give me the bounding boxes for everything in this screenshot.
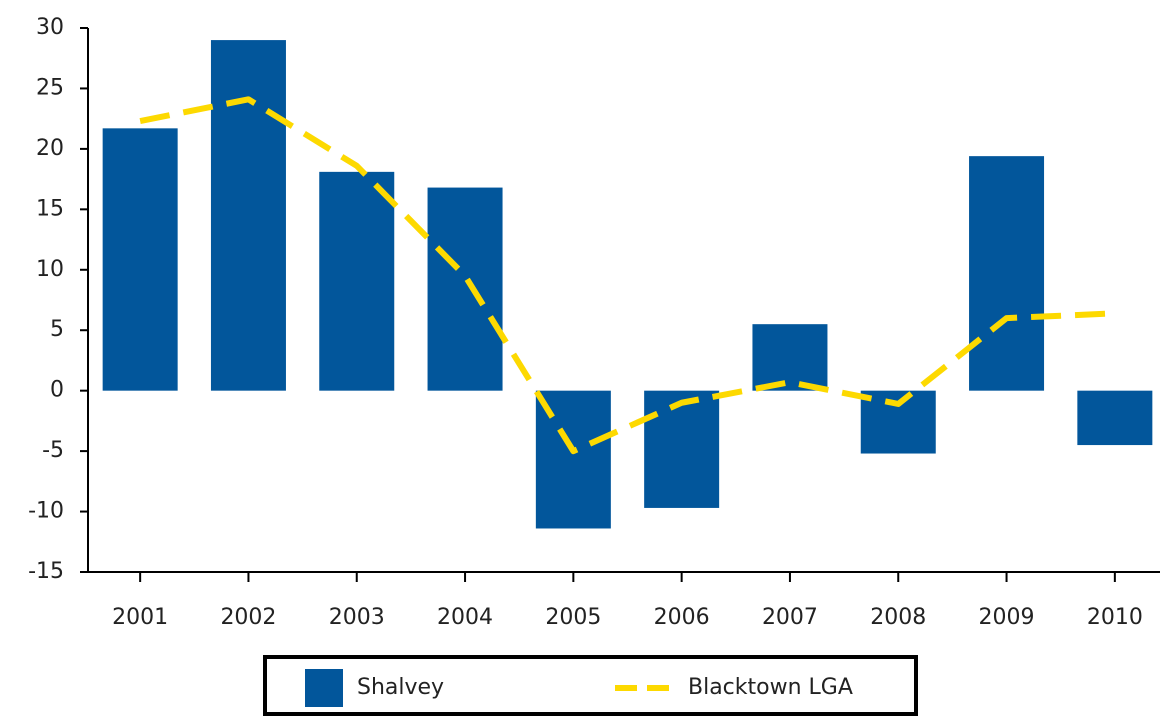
- bar: [969, 156, 1045, 391]
- y-tick-label: 0: [50, 378, 64, 403]
- y-tick-label: -15: [28, 559, 64, 584]
- x-tick-label: 2004: [437, 605, 493, 630]
- y-tick-label: 10: [36, 257, 64, 282]
- y-tick-label: 15: [36, 196, 64, 221]
- bar: [644, 390, 720, 508]
- x-tick-label: 2006: [654, 605, 710, 630]
- x-tick-label: 2001: [112, 605, 168, 630]
- x-tick-label: 2003: [329, 605, 385, 630]
- legend-swatch: [305, 669, 343, 707]
- line: [139, 96, 1115, 455]
- x-tick-label: 2010: [1087, 605, 1143, 630]
- y-tick-label: 30: [36, 15, 64, 40]
- x-tick-label: 2009: [979, 605, 1035, 630]
- y-tick-label: -10: [28, 499, 64, 524]
- bar: [102, 128, 178, 391]
- x-tick-label: 2007: [762, 605, 818, 630]
- legend-label: Blacktown LGA: [688, 675, 853, 700]
- bar: [860, 390, 936, 454]
- legend-label: Shalvey: [357, 675, 444, 700]
- legend-box: [263, 655, 918, 716]
- x-tick-label: 2005: [545, 605, 601, 630]
- bar: [210, 40, 286, 391]
- bar: [319, 171, 395, 391]
- bar: [427, 187, 503, 391]
- x-tick-label: 2002: [220, 605, 276, 630]
- bar: [752, 324, 828, 391]
- y-tick-label: 25: [36, 75, 64, 100]
- y-tick-label: -5: [42, 438, 64, 463]
- x-tick-label: 2008: [870, 605, 926, 630]
- y-tick-label: 20: [36, 136, 64, 161]
- y-tick-label: 5: [50, 317, 64, 342]
- bar: [1077, 390, 1153, 446]
